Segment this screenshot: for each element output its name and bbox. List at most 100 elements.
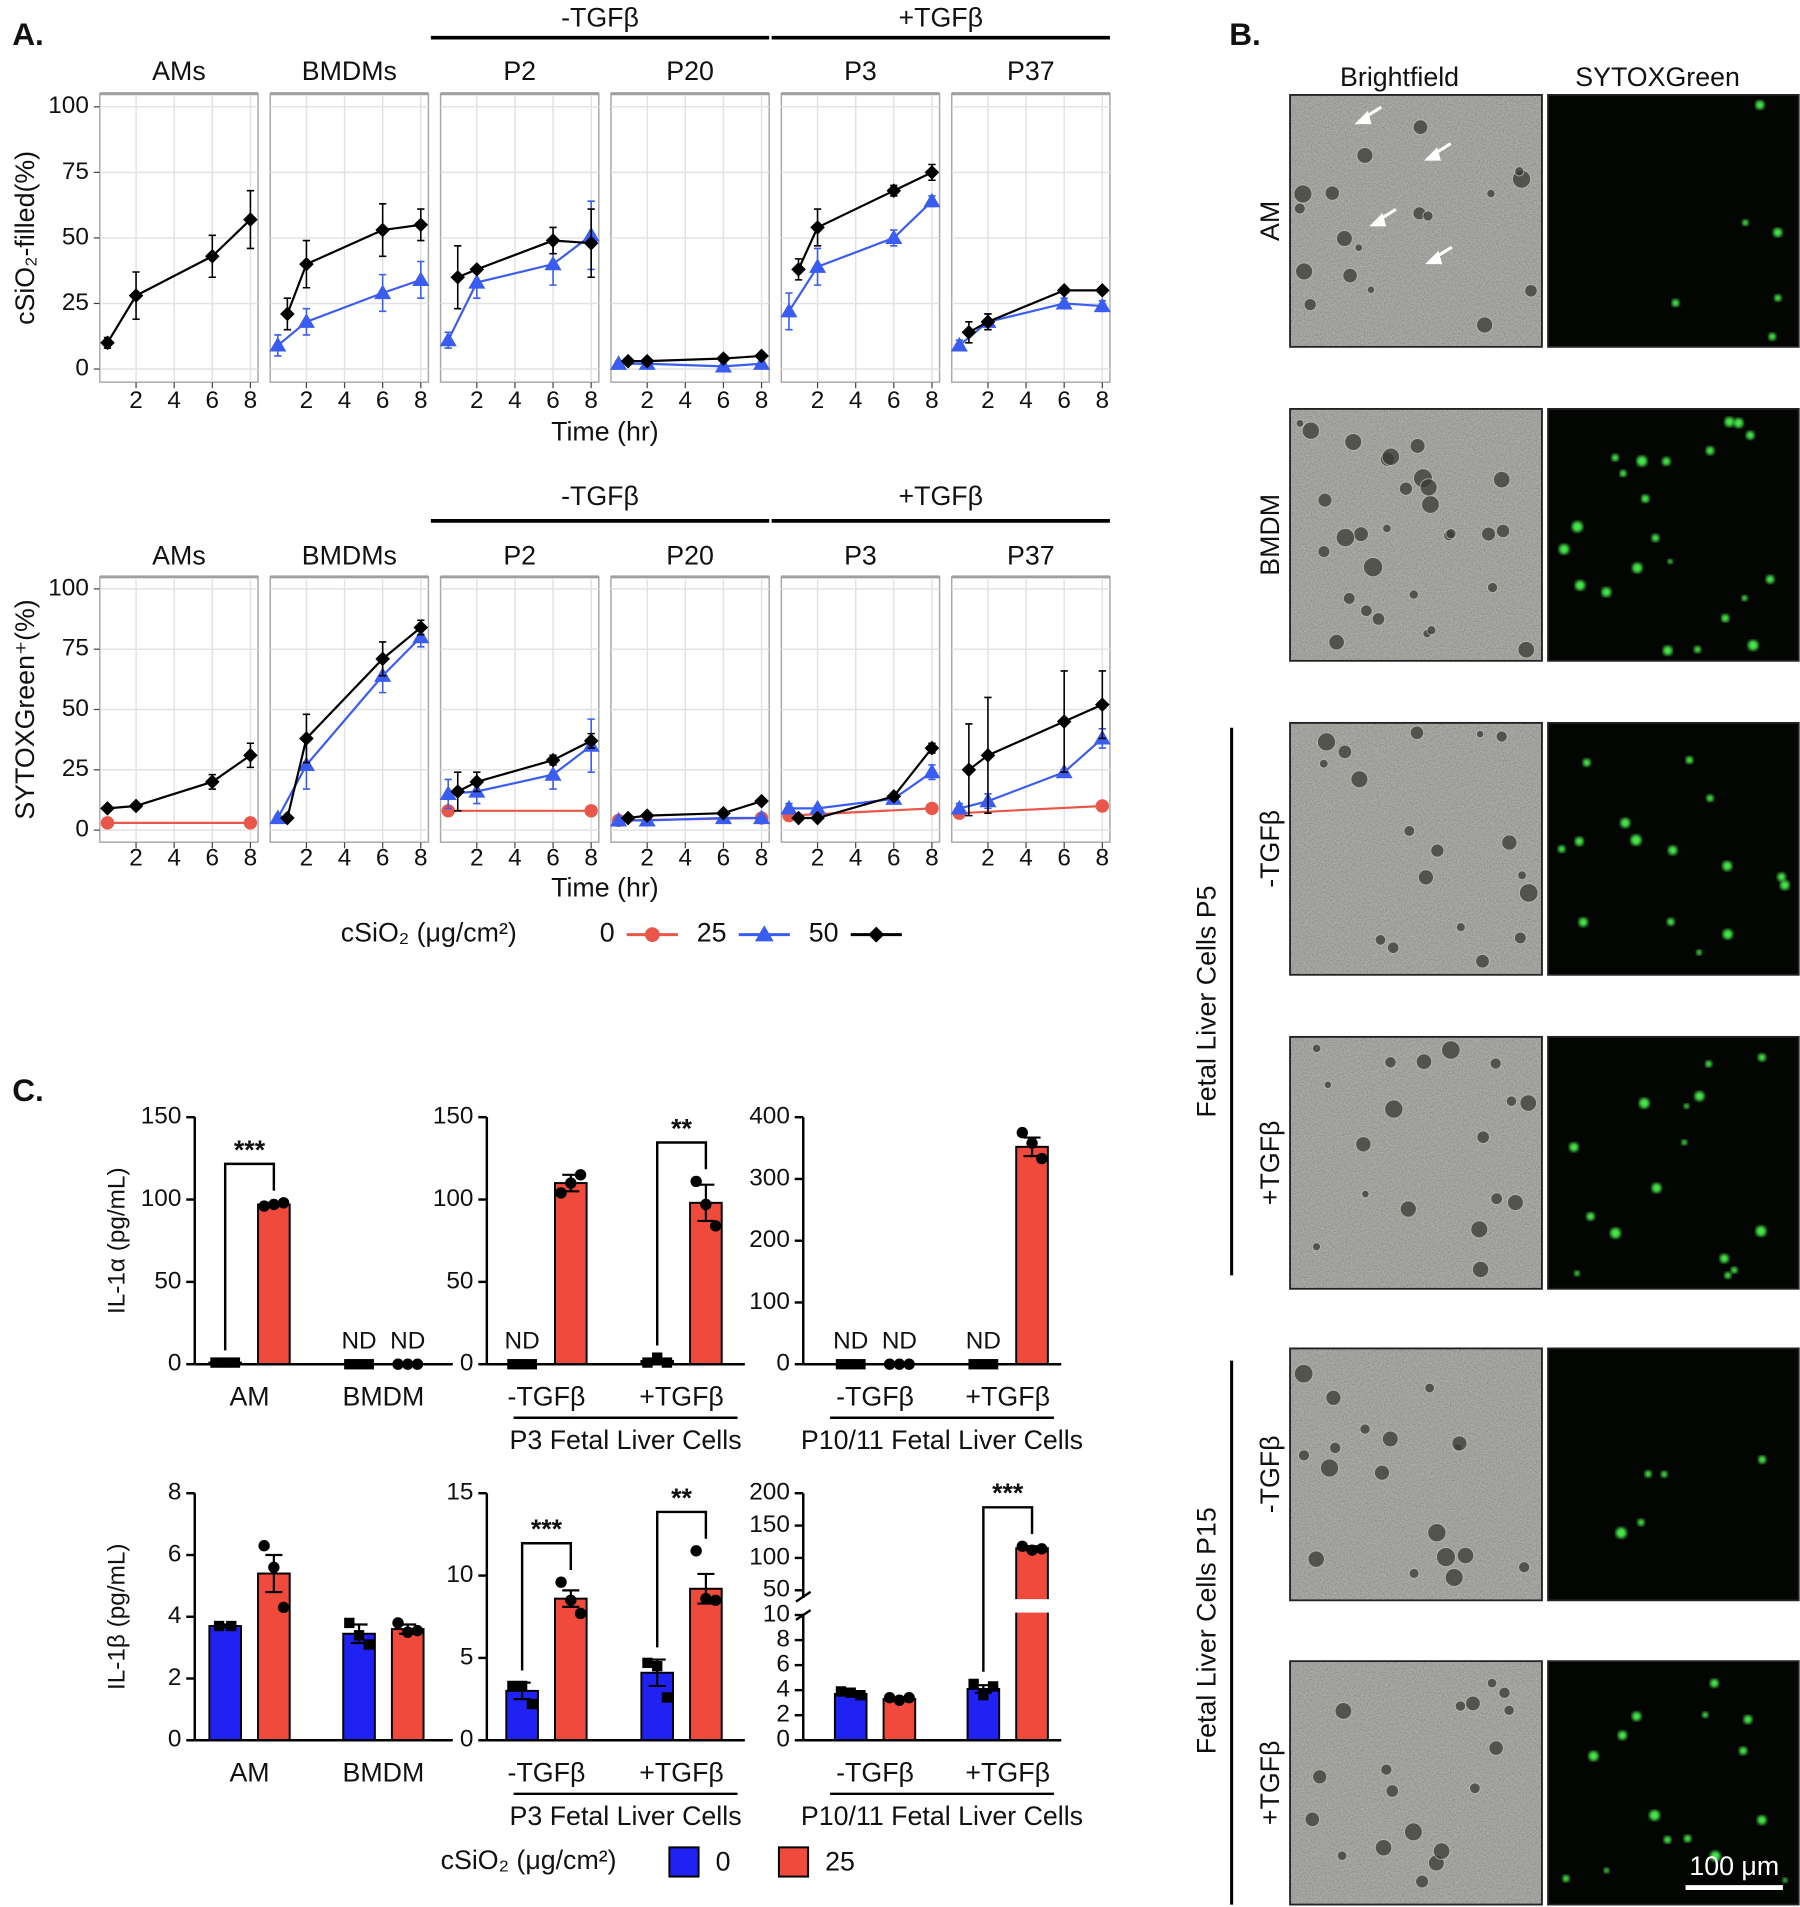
marker: [620, 810, 636, 826]
marker: [526, 1359, 538, 1370]
marker: [507, 1680, 518, 1692]
marker: [402, 1626, 414, 1638]
x-tick-label: 2: [470, 845, 484, 872]
cell: [1380, 1763, 1393, 1776]
marker: [574, 1169, 587, 1181]
fluorescent-cell: [1588, 1751, 1599, 1761]
arrow-head: [1423, 147, 1441, 161]
cell: [1386, 941, 1400, 954]
x-tick-label: 2: [811, 845, 825, 872]
group-label: P3 Fetal Liver Cells: [510, 1425, 742, 1455]
group-label: P10/11 Fetal Liver Cells: [801, 1801, 1083, 1831]
fluorescent-cell: [1768, 332, 1776, 341]
panel-label: B.: [1229, 16, 1261, 52]
marker: [128, 798, 144, 814]
fluorescent-cell: [1721, 614, 1730, 623]
fluorescent-cell: [1694, 646, 1701, 653]
line: [797, 171, 933, 270]
legend-label: 50: [809, 918, 839, 948]
line: [627, 800, 762, 820]
cell: [1475, 953, 1490, 969]
value-label: ND: [505, 1328, 540, 1355]
cell: [1495, 730, 1508, 743]
fluorescent-cell: [1667, 559, 1673, 564]
cell: [1325, 1389, 1342, 1406]
marker: [411, 1358, 424, 1370]
x-tick-label: 8: [584, 387, 598, 414]
cell: [1501, 834, 1518, 851]
fluorescent-cell: [1774, 294, 1782, 302]
facet-title: BMDMs: [302, 540, 397, 570]
facet-title: P3: [844, 540, 877, 570]
cell: [1335, 230, 1353, 248]
x-tick-label: 8: [414, 387, 428, 414]
value-label: ND: [833, 1328, 868, 1355]
x-tick-label: 6: [717, 387, 731, 414]
cell: [1356, 146, 1374, 164]
marker: [700, 1592, 712, 1605]
x-tick-label: BMDM: [343, 1381, 425, 1411]
marker: [258, 1200, 270, 1212]
fluorescent-cell: [1601, 587, 1612, 597]
marker: [374, 284, 392, 300]
marker: [210, 1357, 221, 1368]
significance-label: ***: [531, 1514, 563, 1544]
marker: [544, 766, 562, 781]
cell: [1489, 1057, 1502, 1070]
facet-title: P2: [503, 540, 536, 570]
y-tick-label: 8: [776, 1625, 790, 1652]
marker: [893, 1694, 906, 1706]
cell: [1492, 470, 1511, 489]
marker: [412, 628, 430, 644]
marker: [968, 1359, 979, 1370]
marker: [925, 801, 939, 816]
fluorescent-cell: [1644, 1470, 1652, 1478]
marker: [809, 258, 827, 273]
marker: [412, 271, 430, 286]
x-tick-label: 6: [717, 845, 731, 872]
x-tick-label: 8: [925, 387, 939, 414]
y-tick-label: 400: [749, 1103, 790, 1130]
facet-title: AMs: [152, 540, 206, 570]
marker: [277, 1197, 290, 1209]
cell: [1519, 1094, 1538, 1112]
value-label: ND: [390, 1328, 425, 1355]
line: [106, 218, 252, 344]
marker: [280, 810, 295, 826]
line: [968, 703, 1103, 771]
fluorescent-cell: [1722, 929, 1733, 940]
marker: [709, 1220, 722, 1232]
marker: [950, 336, 968, 352]
marker: [610, 355, 628, 370]
row-label: BMDM: [1255, 494, 1285, 576]
marker: [583, 733, 599, 749]
legend-swatch: [668, 1846, 700, 1878]
fluorescent-cell: [1705, 1060, 1712, 1068]
marker: [753, 809, 771, 825]
fluorescent-cell: [1742, 219, 1749, 226]
x-tick-label: -TGFβ: [836, 1757, 914, 1787]
line: [959, 737, 1104, 810]
axis-break-gap: [1012, 1599, 1052, 1613]
fluorescent-cell: [1641, 494, 1650, 503]
line: [457, 739, 592, 793]
arrow-head: [1354, 110, 1372, 125]
y-tick-label: 75: [62, 635, 89, 662]
brightfield-texture: [1291, 96, 1541, 346]
significance-bracket: [982, 1506, 1034, 1672]
marker: [883, 1358, 896, 1370]
x-tick-label: 2: [129, 387, 143, 414]
marker: [277, 1601, 290, 1614]
line: [788, 771, 933, 810]
y-tick-label: 0: [776, 1350, 790, 1377]
significance-bracket: [655, 1510, 708, 1648]
significance-bracket: [655, 1141, 708, 1346]
fluorescent-cell: [1747, 640, 1759, 651]
cell: [1311, 1242, 1322, 1252]
fluorescence-image: [1547, 1347, 1800, 1602]
row-label: -TGFβ: [1255, 1435, 1285, 1513]
marker: [1095, 697, 1110, 712]
x-tick-label: 4: [679, 387, 693, 414]
marker: [961, 762, 977, 778]
